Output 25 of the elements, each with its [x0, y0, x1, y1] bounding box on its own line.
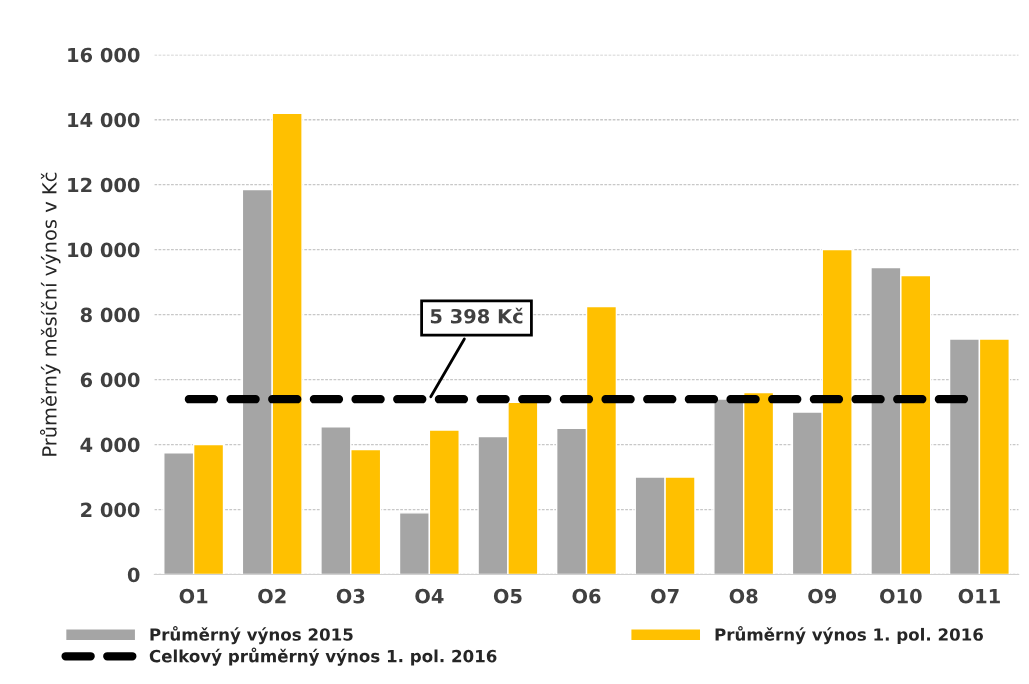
x-tick-label: O9 [808, 588, 837, 604]
y-tick-label: 2 000 [81, 502, 140, 518]
y-tick-label: 12 000 [68, 177, 140, 193]
x-tick-label: O6 [572, 588, 601, 604]
x-tick-label: O8 [729, 588, 758, 604]
x-tick-label: O10 [880, 588, 922, 604]
y-tick-label: 4 000 [80, 437, 140, 453]
legend-label: Průměrný výnos 1. pol. 2016 [715, 625, 983, 645]
y-tick-label: 8 000 [80, 307, 140, 323]
x-tick-label: O7 [651, 588, 679, 604]
x-tick-label: O3 [336, 588, 365, 604]
y-tick-label: 14 000 [68, 112, 140, 128]
legend-label: Celkový průměrný výnos 1. pol. 2016 [149, 647, 497, 666]
x-tick-label: O5 [493, 588, 522, 604]
annotation: 5 398 Kč [430, 307, 523, 324]
y-axis-title: Průměrný měsíční výnos v Kč [39, 172, 61, 456]
y-tick-label: 10 000 [68, 242, 140, 258]
y-tick-label: 0 [127, 567, 140, 583]
x-tick-label: O4 [415, 588, 444, 604]
x-tick-label: O2 [258, 588, 286, 604]
x-tick-label: O1 [179, 588, 208, 604]
y-tick-label: 6 000 [80, 372, 140, 388]
y-tick-label: 16 000 [68, 47, 140, 63]
legend-label: Průměrný výnos 2015 [150, 625, 353, 645]
x-tick-label: O11 [958, 588, 1000, 604]
